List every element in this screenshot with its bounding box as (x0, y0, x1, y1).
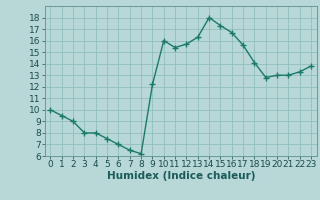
X-axis label: Humidex (Indice chaleur): Humidex (Indice chaleur) (107, 171, 255, 181)
